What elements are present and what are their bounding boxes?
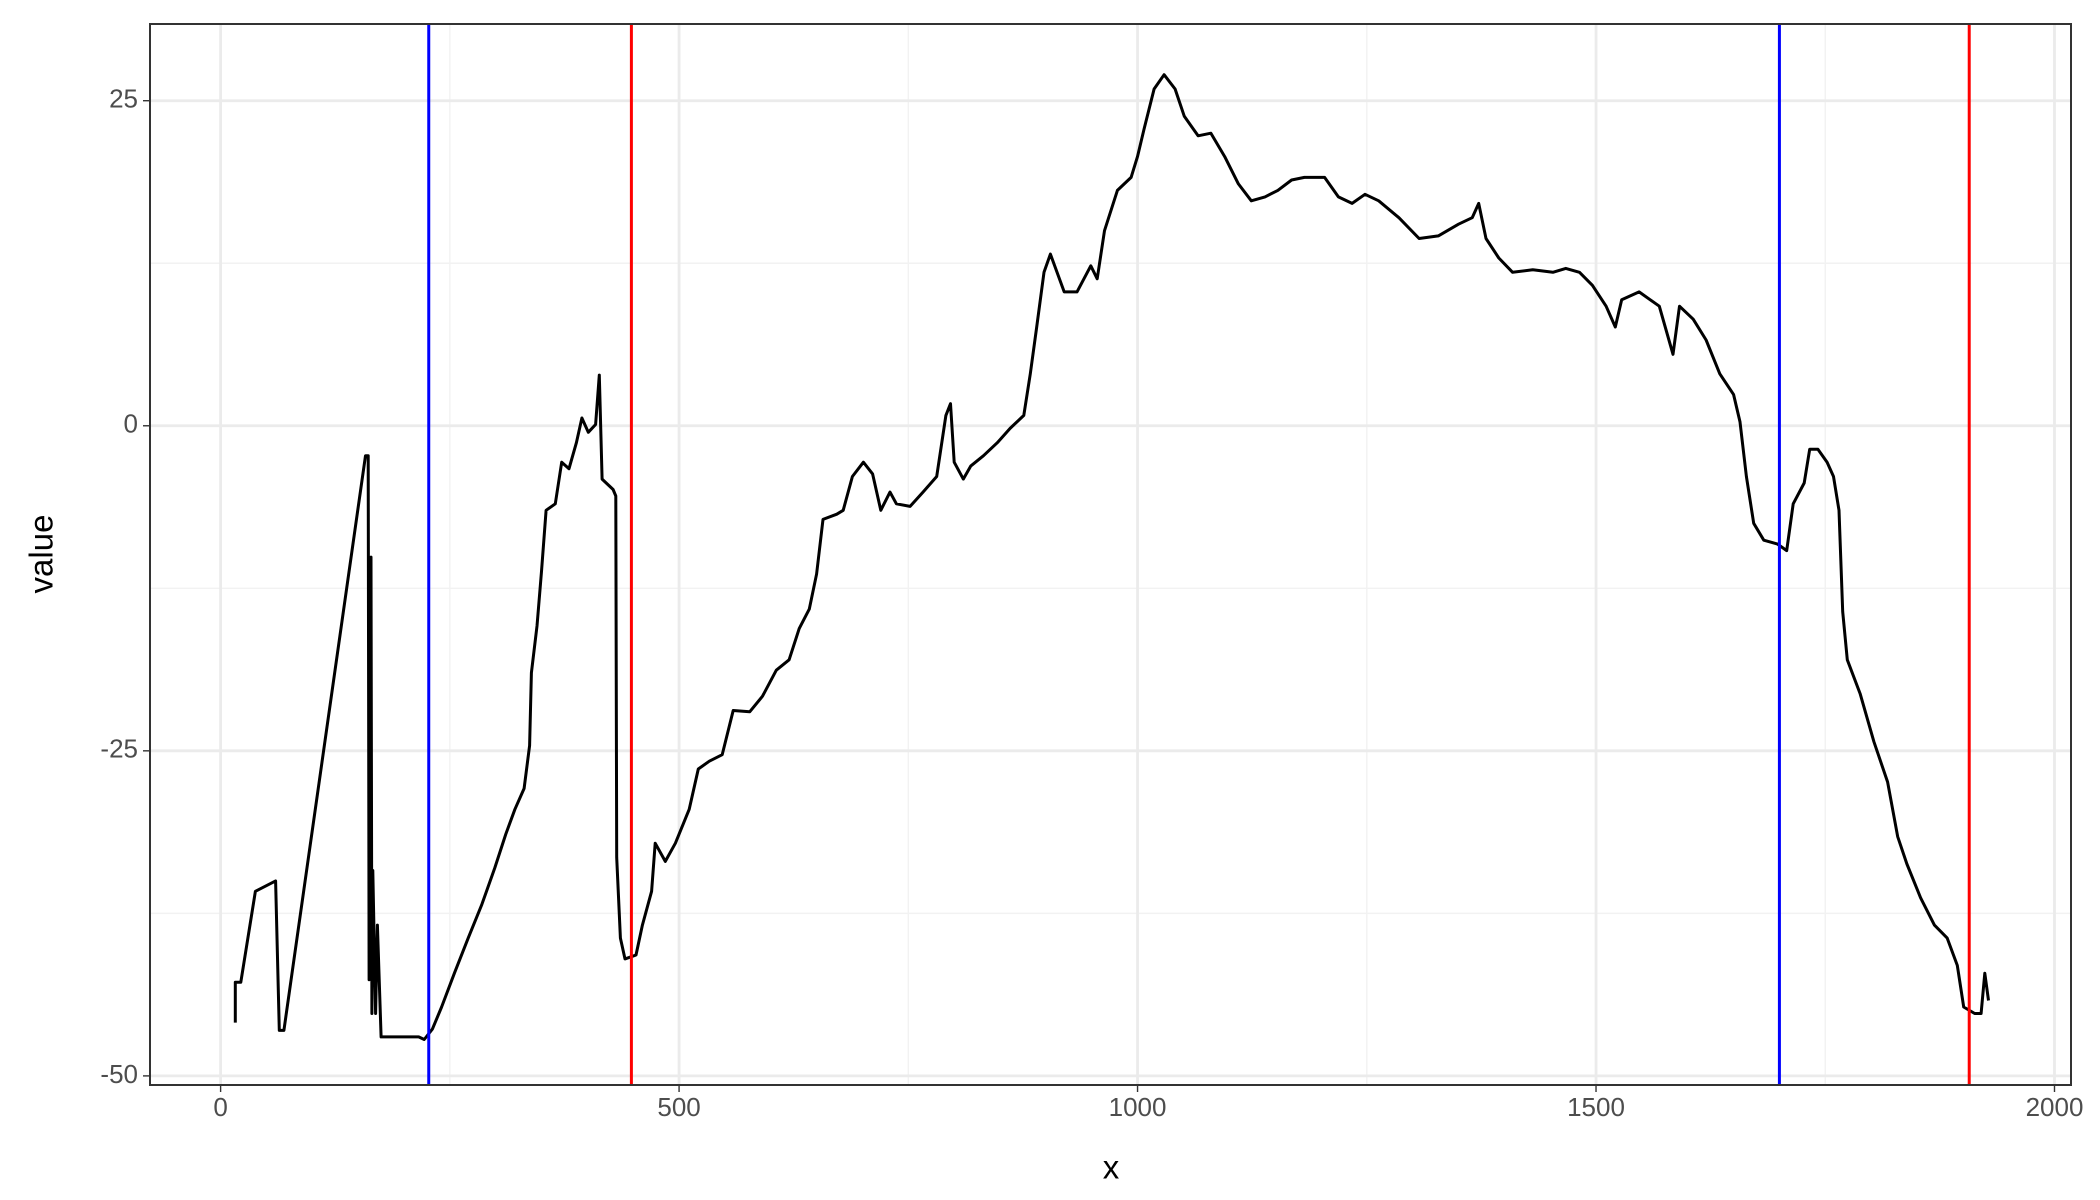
panel-border <box>149 23 2072 1086</box>
y-tick-label: 25 <box>109 84 138 114</box>
x-tick-label: 1000 <box>1109 1092 1167 1122</box>
x-tick-label: 1500 <box>1567 1092 1625 1122</box>
x-axis-title: x <box>1103 1149 1120 1186</box>
x-tick-label: 500 <box>657 1092 700 1122</box>
y-tick-label: -50 <box>100 1059 138 1089</box>
y-tick-label: -25 <box>100 734 138 764</box>
y-tick-label: 0 <box>124 409 138 439</box>
x-tick-label: 0 <box>213 1092 227 1122</box>
x-tick-label: 2000 <box>2026 1092 2084 1122</box>
data-line <box>233 73 1990 1041</box>
y-axis-title: value <box>23 515 60 594</box>
